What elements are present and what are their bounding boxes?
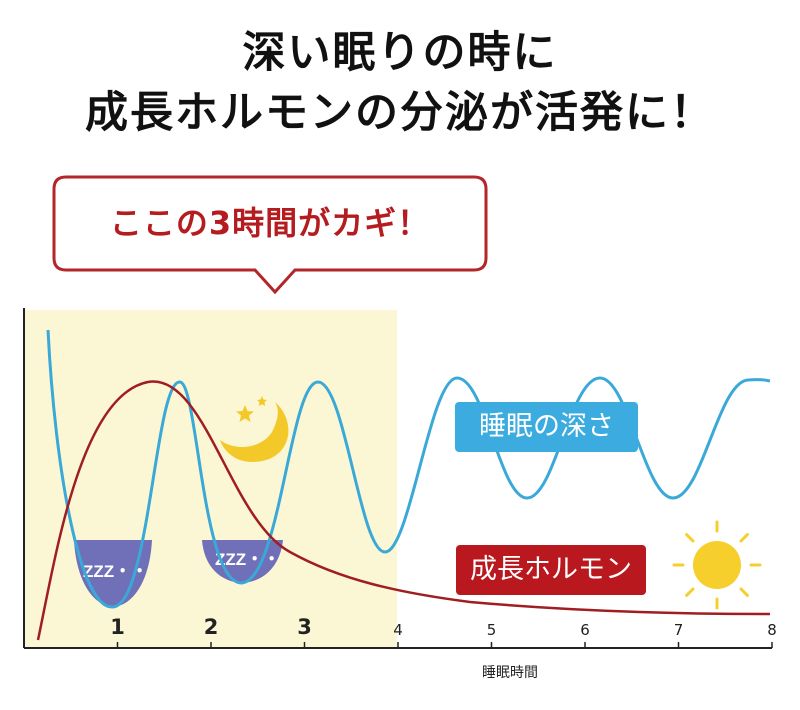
star-icon: [236, 405, 254, 422]
deep-sleep-highlight-region: [24, 310, 397, 648]
growth-hormone-label: 成長ホルモン: [456, 545, 646, 595]
sleep-depth-label: 睡眠の深さ: [455, 402, 638, 452]
x-tick-label: 6: [580, 621, 590, 639]
x-tick-label: 1: [110, 615, 125, 639]
growth-hormone-curve: [36, 380, 771, 641]
moon-icon: [220, 402, 289, 462]
x-tick-label: 7: [674, 621, 684, 639]
x-tick-label: 2: [204, 615, 219, 639]
star-icon-small: [257, 396, 267, 406]
x-tick-label: 5: [487, 621, 497, 639]
x-axis-label: 睡眠時間: [482, 665, 538, 681]
sun-icon: [672, 520, 762, 610]
callout-bubble: [52, 175, 488, 295]
deep-sleep-fill-2: [202, 540, 283, 583]
title-line-2: 成長ホルモンの分泌が活発に！: [85, 88, 715, 138]
x-tick-label: 8: [767, 621, 777, 639]
sleep-depth-curve: [46, 329, 771, 609]
deep-sleep-marker-1: ZZZ・・: [83, 562, 148, 581]
callout-text: ここの3時間がカギ！: [109, 204, 431, 242]
x-axis-ticks: 1 2 3 4 5 6 7 8: [110, 615, 777, 648]
title-line-1: 深い眠りの時に: [242, 28, 558, 78]
x-tick-label: 4: [393, 621, 403, 639]
x-tick-label: 3: [297, 615, 312, 639]
